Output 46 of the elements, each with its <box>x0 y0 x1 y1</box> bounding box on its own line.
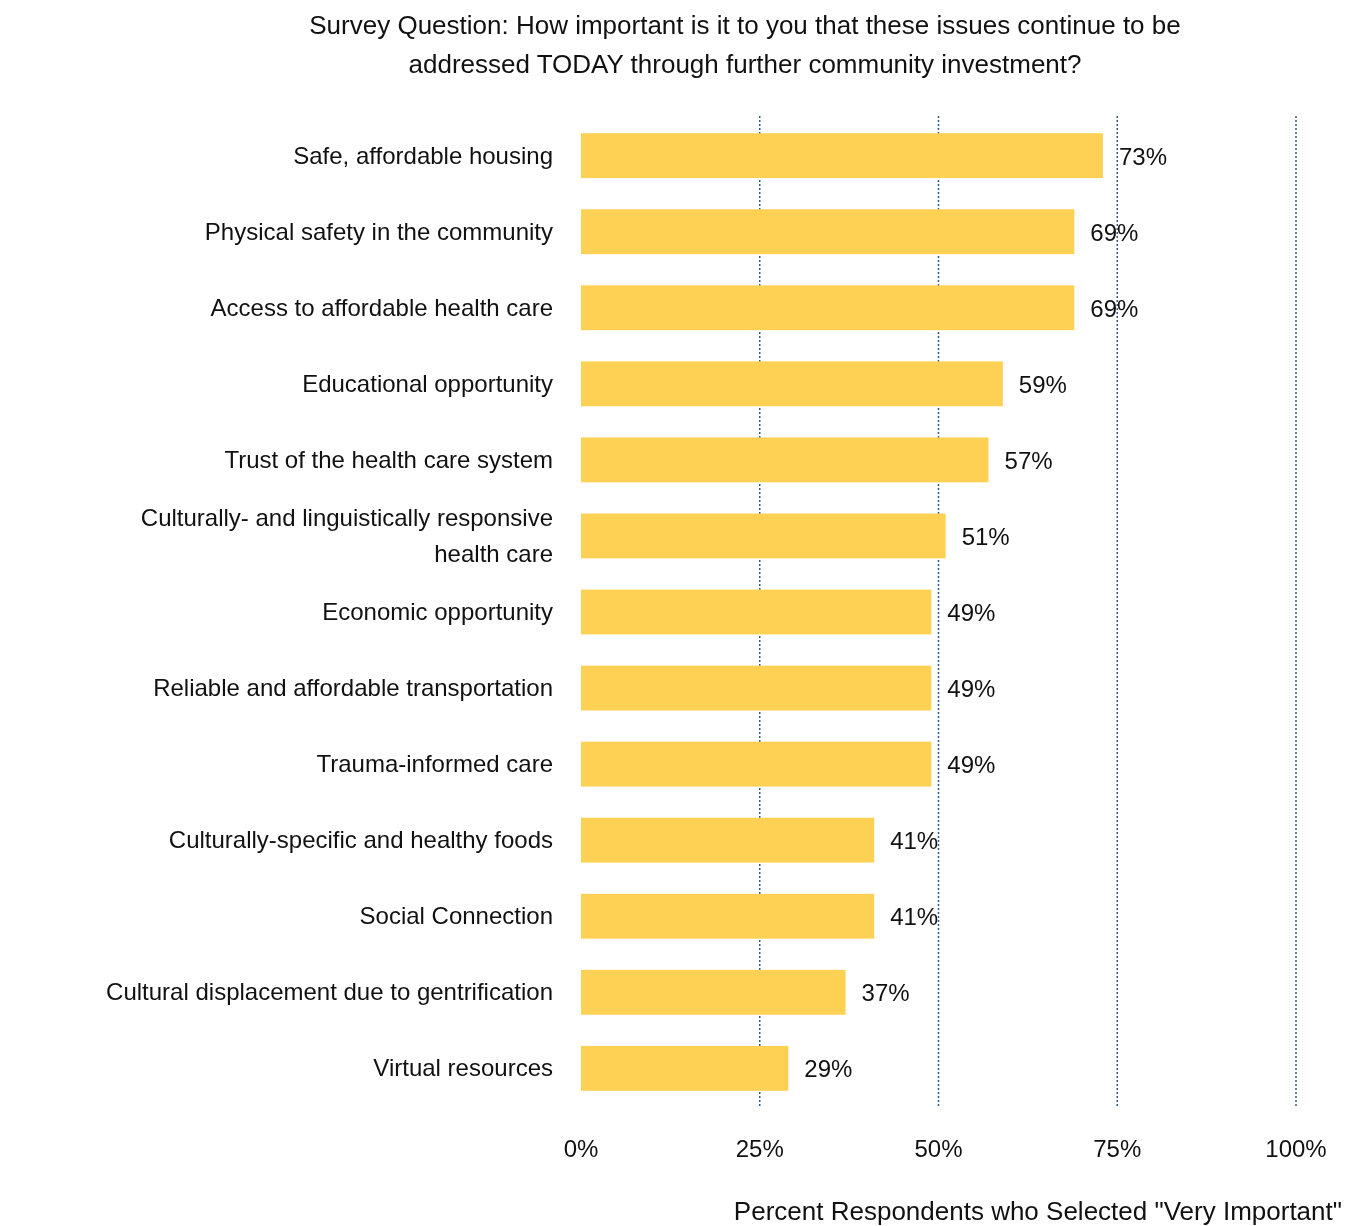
data-label: 73% <box>1118 142 1167 170</box>
data-label: 69% <box>1090 218 1139 246</box>
x-tick-label: 50% <box>914 1135 963 1162</box>
y-tick-label: Virtual resources <box>373 1054 553 1082</box>
bar <box>581 209 1075 255</box>
x-tick-label: 0% <box>563 1135 599 1162</box>
bar <box>581 665 932 711</box>
data-label: 41% <box>890 903 939 931</box>
bar <box>581 361 1003 407</box>
bar <box>581 437 989 483</box>
data-label: 49% <box>947 751 996 779</box>
bar <box>581 513 946 559</box>
x-tick-label: 75% <box>1093 1135 1142 1162</box>
data-label: 49% <box>947 599 996 626</box>
data-label: 29% <box>804 1055 853 1083</box>
data-label: 51% <box>961 522 1010 550</box>
y-tick-label: Safe, affordable housing <box>293 141 553 169</box>
data-label: 41% <box>890 827 939 855</box>
bar <box>581 817 875 863</box>
y-tick-label: Physical safety in the community <box>204 217 553 245</box>
bar <box>581 741 932 787</box>
y-tick-label: Educational opportunity <box>302 369 553 397</box>
data-label: 49% <box>947 675 996 703</box>
data-label: 57% <box>1004 446 1053 474</box>
bar <box>581 589 932 635</box>
y-tick-label: Access to affordable health care <box>210 293 553 321</box>
y-tick-label: Trust of the health care system <box>224 445 553 473</box>
x-tick-label: 25% <box>735 1135 784 1162</box>
y-tick-label: Culturally-specific and healthy foods <box>168 826 553 854</box>
y-tick-label: Cultural displacement due to gentrification <box>106 978 553 1006</box>
data-label: 37% <box>861 979 910 1007</box>
x-tick-label: 100% <box>1265 1135 1327 1162</box>
bar <box>581 969 846 1015</box>
y-tick-label: Trauma-informed care <box>316 750 553 778</box>
bar <box>581 893 875 939</box>
x-axis-title: Percent Respondents who Selected "Very Important" <box>733 1196 1342 1226</box>
bar <box>581 1045 789 1091</box>
y-tick-label: Reliable and affordable transportation <box>153 674 553 702</box>
bar <box>581 285 1075 331</box>
y-tick-label: Social Connection <box>359 902 553 930</box>
chart-title: Survey Question: How important is it to you that these issues continue to be addressed TODAY through further community investment? <box>309 10 1181 79</box>
data-label: 59% <box>1018 370 1067 398</box>
bar <box>581 133 1103 179</box>
data-label: 69% <box>1090 294 1139 322</box>
y-tick-label: Economic opportunity <box>322 598 553 625</box>
y-tick-label: Culturally- and linguistically responsive health care <box>140 503 553 567</box>
